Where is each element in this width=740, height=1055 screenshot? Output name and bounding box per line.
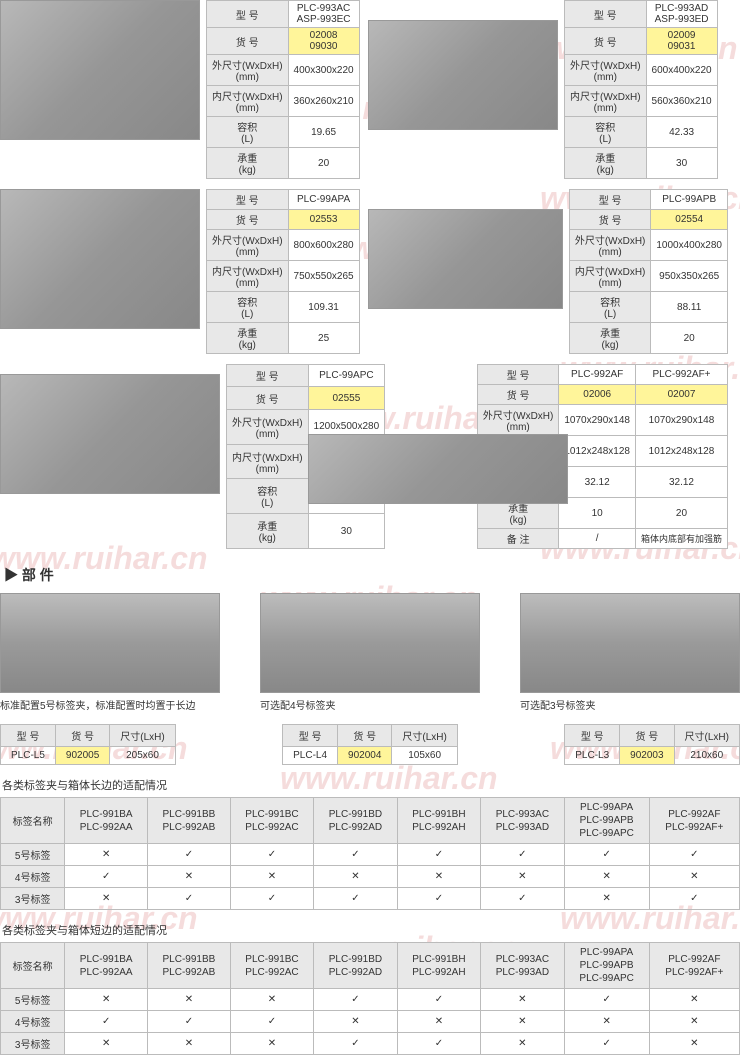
product-image: [0, 189, 200, 329]
part-caption: 标准配置5号标签夹，标准配置时均置于长边: [0, 697, 220, 712]
compat-long-table: 标签名称PLC-991BAPLC-992AAPLC-991BBPLC-992AB…: [0, 797, 740, 910]
part-caption: 可选配3号标签夹: [520, 697, 740, 712]
compat-short-title: 各类标签夹与箱体短边的适配情况: [2, 922, 740, 938]
compat-long-title: 各类标签夹与箱体长边的适配情况: [2, 777, 740, 793]
part-image: [260, 593, 480, 693]
spec-table: 型 号PLC-99APB 货 号02554 外尺寸(WxDxH)(mm)1000…: [569, 189, 728, 354]
part-caption: 可选配4号标签夹: [260, 697, 480, 712]
product-image: [308, 434, 568, 504]
part-image: [520, 593, 740, 693]
product-image: [368, 20, 558, 130]
product-image: [0, 0, 200, 140]
spec-table: 型 号PLC-993ACASP-993EC 货 号0200809030 外尺寸(…: [206, 0, 360, 179]
part-spec: 型 号货 号尺寸(LxH) PLC-L5902005205x60: [0, 724, 176, 765]
part-spec: 型 号货 号尺寸(LxH) PLC-L3902003210x60: [564, 724, 740, 765]
part-spec: 型 号货 号尺寸(LxH) PLC-L4902004105x60: [282, 724, 458, 765]
spec-table: 型 号PLC-99APA 货 号02553 外尺寸(WxDxH)(mm)800x…: [206, 189, 360, 354]
product-image: [0, 374, 220, 494]
product-image: [368, 209, 563, 309]
parts-header: ▶ 部 件: [4, 565, 740, 585]
compat-short-table: 标签名称PLC-991BAPLC-992AAPLC-991BBPLC-992AB…: [0, 942, 740, 1055]
part-image: [0, 593, 220, 693]
spec-table: 型 号PLC-993ADASP-993ED 货 号0200909031 外尺寸(…: [564, 0, 718, 179]
